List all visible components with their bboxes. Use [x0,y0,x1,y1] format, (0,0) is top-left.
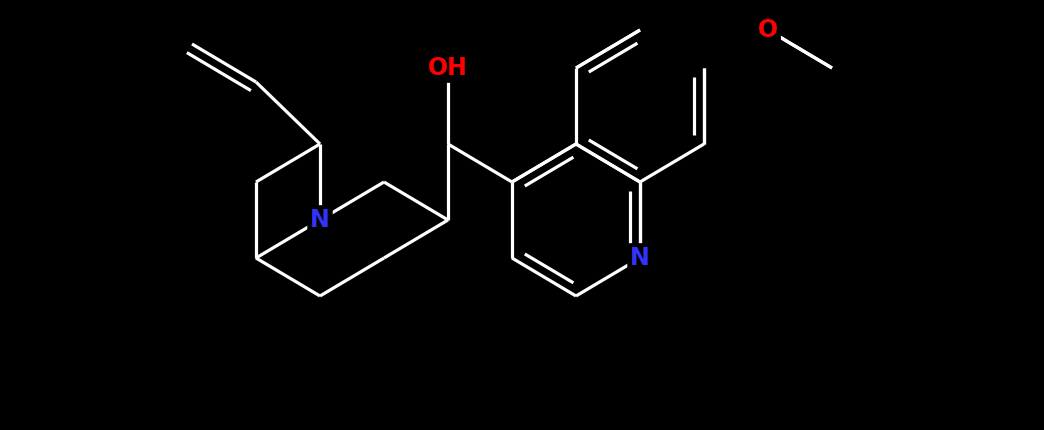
Text: N: N [310,208,330,232]
Text: O: O [758,18,778,42]
Text: N: N [631,246,649,270]
Text: OH: OH [428,56,468,80]
